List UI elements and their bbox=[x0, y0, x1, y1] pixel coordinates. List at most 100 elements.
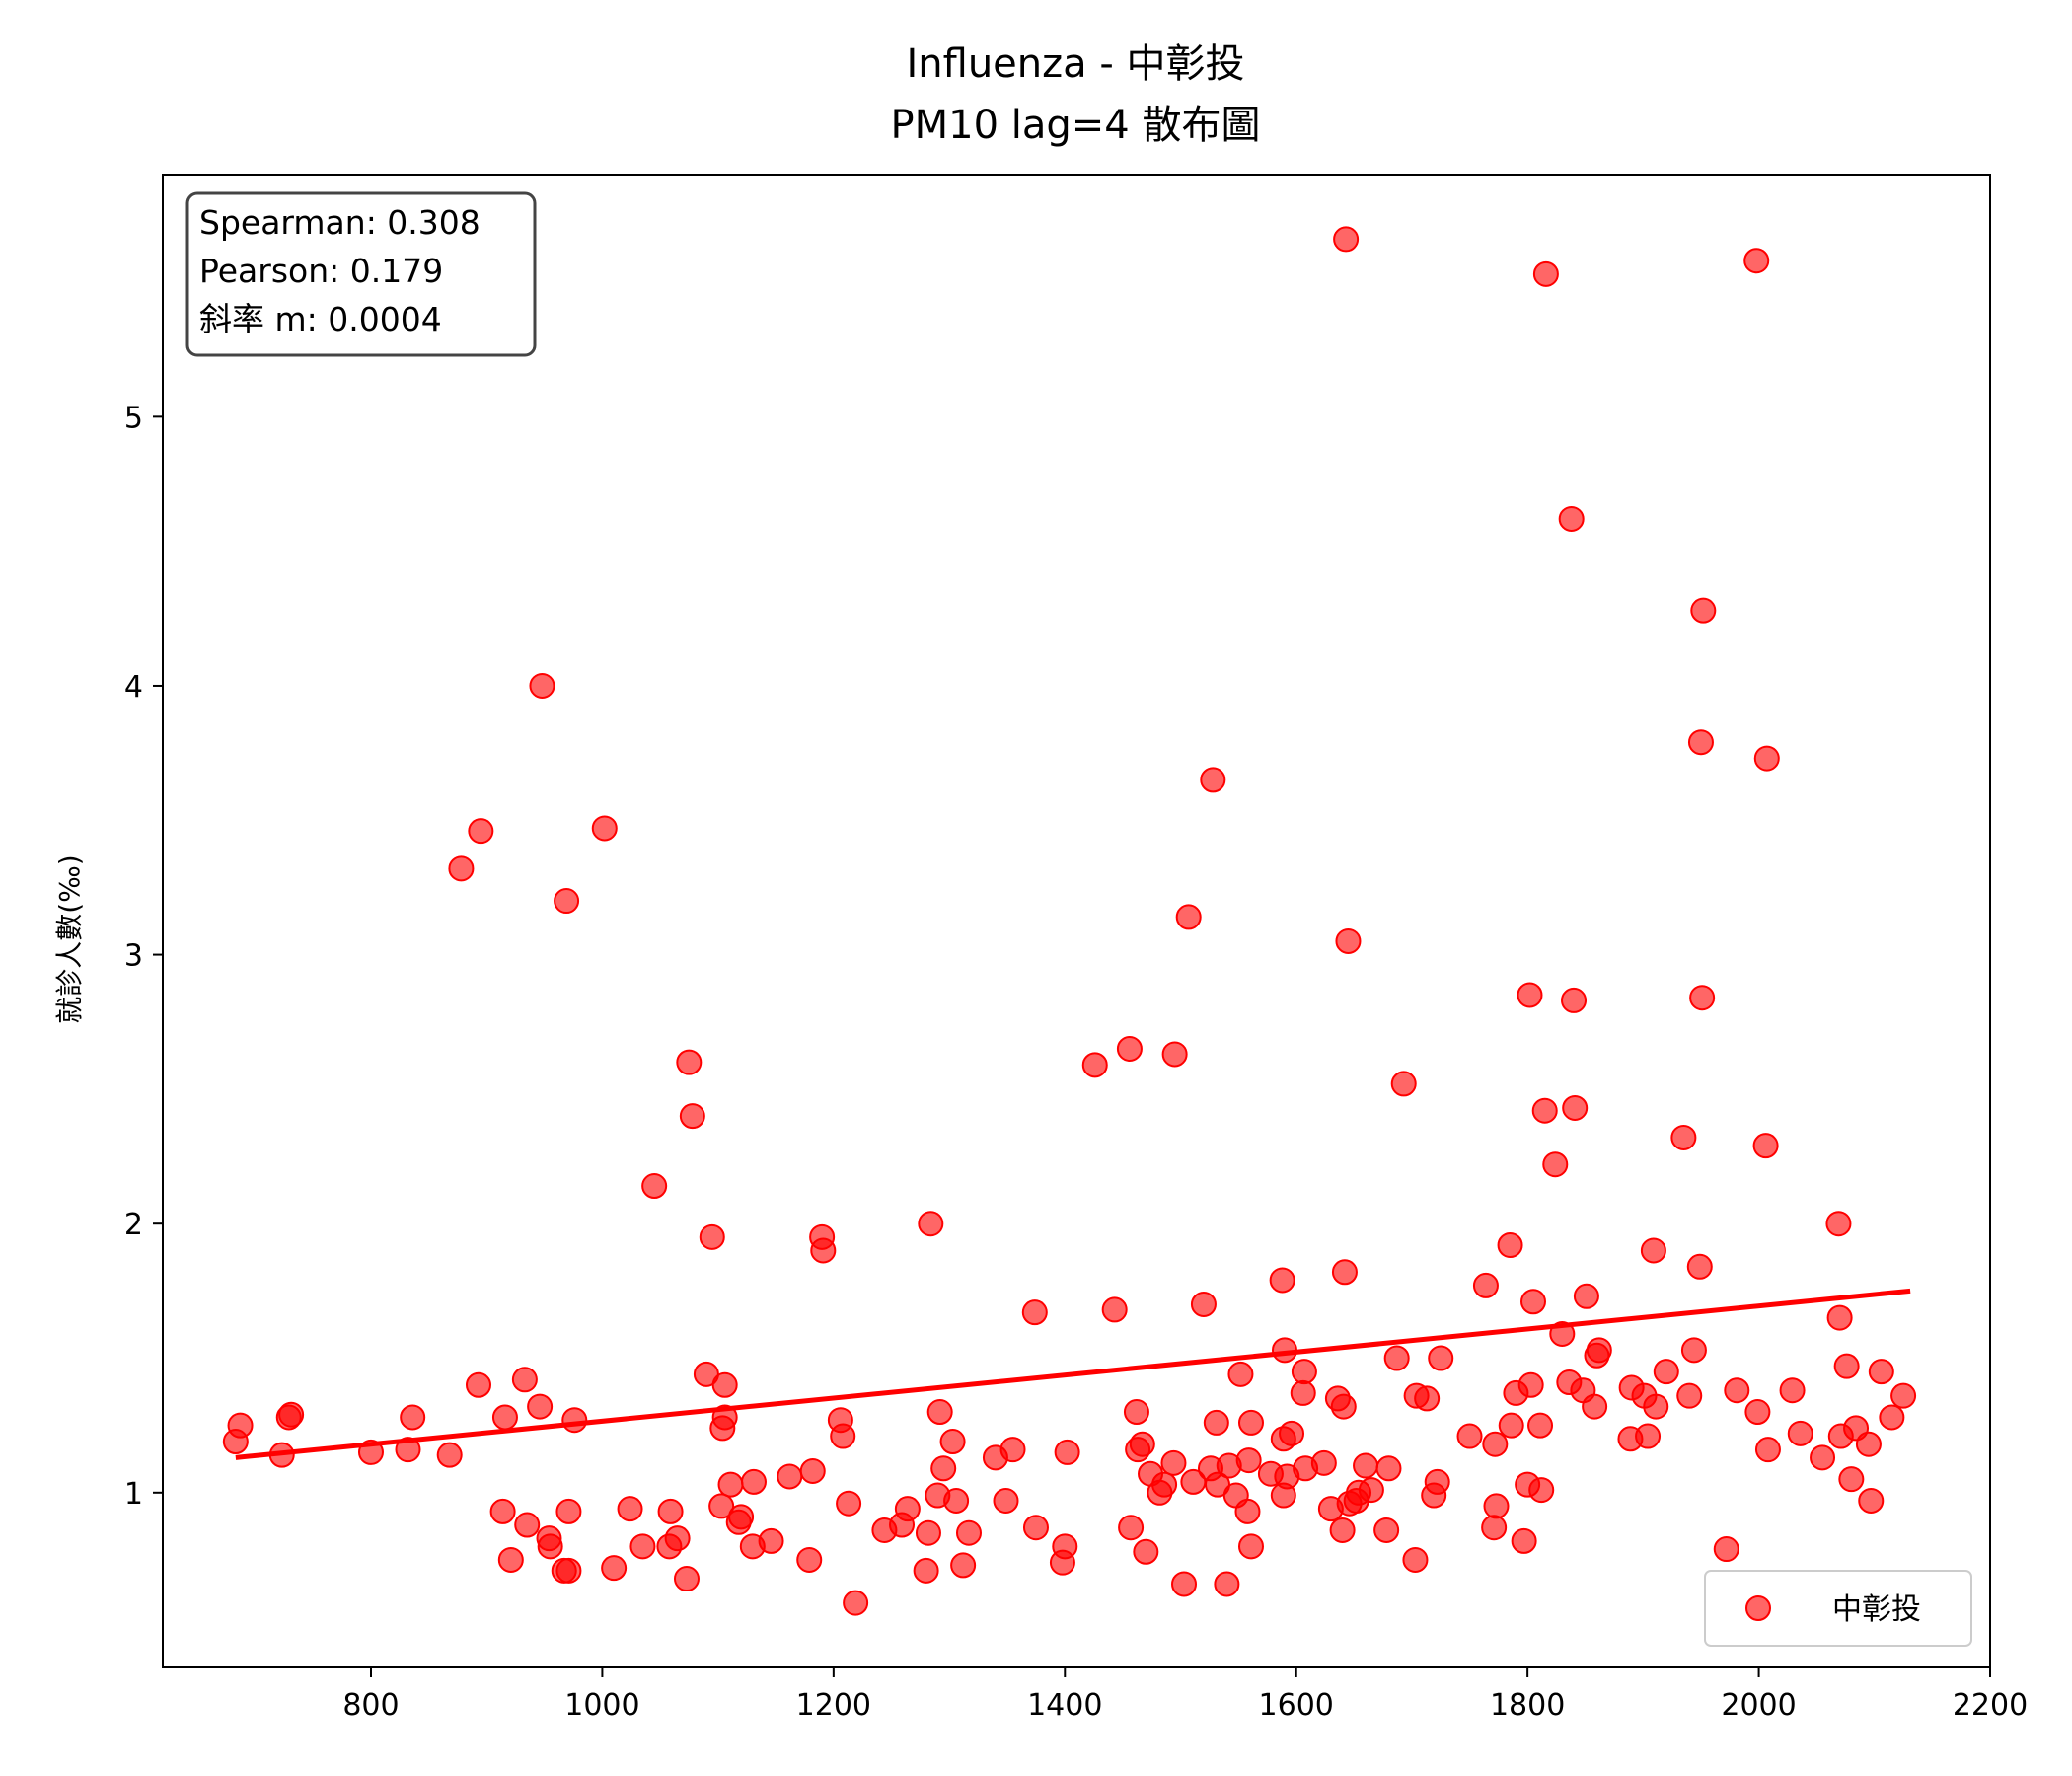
data-point bbox=[1653, 1359, 1679, 1385]
data-point bbox=[1021, 1299, 1048, 1326]
data-point bbox=[1358, 1477, 1384, 1504]
data-point bbox=[1833, 1353, 1860, 1379]
data-point bbox=[943, 1487, 970, 1514]
data-point bbox=[1402, 1546, 1429, 1573]
data-point bbox=[1383, 1345, 1410, 1371]
legend: 中彰投 bbox=[1704, 1570, 1972, 1647]
data-point bbox=[1586, 1337, 1612, 1364]
data-point bbox=[491, 1404, 518, 1431]
data-point bbox=[1151, 1471, 1178, 1498]
data-point bbox=[554, 888, 580, 915]
data-point bbox=[489, 1498, 516, 1524]
data-point bbox=[1643, 1393, 1669, 1420]
data-point bbox=[1331, 1259, 1358, 1286]
pearson-stat: Pearson: 0.179 bbox=[199, 252, 443, 290]
data-point bbox=[1123, 1399, 1149, 1426]
data-point bbox=[1175, 904, 1202, 930]
data-point bbox=[527, 1393, 554, 1420]
data-point bbox=[836, 1490, 862, 1517]
data-point bbox=[1235, 1447, 1262, 1474]
data-point bbox=[395, 1437, 421, 1463]
data-point bbox=[1022, 1515, 1049, 1541]
data-point bbox=[1054, 1439, 1080, 1465]
data-point bbox=[843, 1590, 869, 1616]
data-point bbox=[1237, 1533, 1264, 1560]
data-point bbox=[1779, 1377, 1806, 1404]
x-tick-label: 800 bbox=[342, 1688, 399, 1723]
data-point bbox=[465, 1371, 491, 1398]
data-point bbox=[1858, 1487, 1885, 1514]
data-point bbox=[529, 672, 555, 699]
x-tick-label: 2000 bbox=[1721, 1688, 1796, 1723]
data-point bbox=[1855, 1431, 1882, 1457]
data-point bbox=[1424, 1468, 1450, 1495]
data-point bbox=[1635, 1423, 1662, 1449]
data-point bbox=[1483, 1493, 1510, 1519]
data-point bbox=[1826, 1304, 1853, 1331]
data-point bbox=[1528, 1477, 1555, 1504]
data-point bbox=[514, 1512, 541, 1538]
data-point bbox=[1787, 1420, 1813, 1446]
data-point bbox=[1375, 1455, 1402, 1482]
chart-title-line1: Influenza - 中彰投 bbox=[906, 41, 1244, 87]
data-point bbox=[1680, 1337, 1707, 1364]
data-point bbox=[1428, 1345, 1454, 1371]
data-point bbox=[617, 1496, 643, 1522]
data-point bbox=[1472, 1272, 1499, 1298]
data-point bbox=[999, 1437, 1026, 1463]
data-point bbox=[1573, 1283, 1599, 1309]
data-point bbox=[1879, 1404, 1905, 1431]
slope-stat: 斜率 m: 0.0004 bbox=[199, 300, 442, 338]
x-tick-label: 1000 bbox=[564, 1688, 639, 1723]
data-point bbox=[641, 1173, 668, 1200]
data-point bbox=[1456, 1423, 1483, 1449]
data-point bbox=[497, 1546, 524, 1573]
data-point bbox=[1269, 1267, 1295, 1294]
data-point bbox=[511, 1367, 538, 1393]
data-point bbox=[1640, 1237, 1666, 1264]
data-point bbox=[537, 1533, 563, 1560]
data-point bbox=[1686, 1253, 1713, 1280]
axis-ticks: 800 1000 1200 1400 1600 1800 2000 2200 1 2 3 4 5 bbox=[124, 401, 2028, 1723]
chart-title-line2: PM10 lag=4 散布圖 bbox=[891, 103, 1261, 148]
data-point bbox=[676, 1049, 703, 1075]
data-point bbox=[227, 1412, 254, 1439]
data-point bbox=[1333, 226, 1360, 253]
data-point bbox=[1724, 1377, 1750, 1404]
data-point bbox=[1129, 1431, 1155, 1457]
data-point bbox=[796, 1546, 823, 1573]
plot-frame bbox=[162, 174, 1991, 1668]
data-point bbox=[1161, 1041, 1188, 1068]
x-tick-label: 2200 bbox=[1953, 1688, 2028, 1723]
data-point bbox=[1743, 248, 1770, 274]
data-point bbox=[1081, 1052, 1108, 1078]
data-point bbox=[1562, 1094, 1589, 1121]
data-point bbox=[1291, 1359, 1317, 1385]
data-point bbox=[711, 1371, 738, 1398]
data-point bbox=[1527, 1412, 1554, 1439]
data-point bbox=[1279, 1420, 1305, 1446]
data-point bbox=[1133, 1538, 1159, 1565]
data-point bbox=[1200, 767, 1226, 793]
data-point bbox=[830, 1423, 856, 1449]
legend-marker bbox=[1745, 1595, 1771, 1621]
scatter-points bbox=[222, 226, 1917, 1616]
data-point bbox=[1689, 985, 1716, 1011]
data-point bbox=[1310, 1449, 1337, 1476]
x-tick-label: 1400 bbox=[1027, 1688, 1102, 1723]
data-point bbox=[918, 1211, 944, 1237]
spearman-stat: Spearman: 0.308 bbox=[199, 203, 481, 242]
data-point bbox=[930, 1455, 957, 1482]
legend-frame bbox=[1704, 1570, 1972, 1647]
data-point bbox=[448, 855, 475, 882]
data-point bbox=[955, 1519, 982, 1546]
data-point bbox=[664, 1525, 691, 1552]
data-point bbox=[1825, 1211, 1852, 1237]
data-point bbox=[1676, 1382, 1703, 1409]
data-point bbox=[436, 1442, 463, 1468]
data-point bbox=[926, 1399, 953, 1426]
data-point bbox=[1118, 1515, 1145, 1541]
data-point bbox=[1290, 1379, 1316, 1406]
data-point bbox=[913, 1557, 939, 1584]
data-point bbox=[1890, 1382, 1917, 1409]
